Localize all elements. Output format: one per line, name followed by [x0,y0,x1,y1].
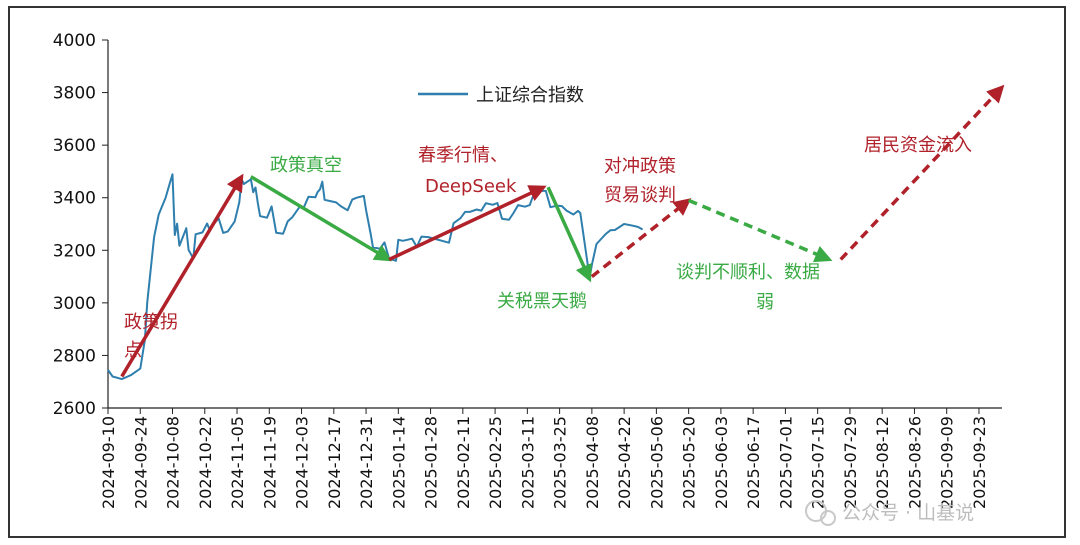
trend-arrow-3 [388,185,547,262]
annotation-a1-line-1: 政策拐 [124,312,178,333]
x-tick-label: 2024-12-03 [293,416,312,509]
x-tick-label: 2024-10-22 [196,416,215,509]
x-tick-label: 2024-09-24 [131,416,150,509]
series-line-shanghai-composite [107,173,644,381]
annotation-a7-line-1: 居民资金流入 [864,135,972,156]
x-tick-label: 2025-09-09 [938,416,957,509]
watermark-text: 公众号 · 山基说 [842,502,974,524]
trend-arrow-7 [839,84,1005,261]
x-tick-label: 2024-12-31 [357,416,376,509]
wechat-icon-small [820,510,836,526]
x-tick-label: 2025-01-28 [422,416,441,509]
y-tick-label: 3000 [53,294,96,314]
x-tick-label: 2025-04-08 [583,416,602,509]
annotation-a3-line-1: 春季行情、 [418,145,508,166]
x-tick-label: 2024-12-17 [325,416,344,509]
x-tick-label: 2025-03-11 [518,416,537,509]
trend-arrow-6 [687,198,833,263]
x-tick-label: 2024-11-19 [260,416,279,509]
annotation-a6-line-2: 弱 [756,292,774,313]
trend-arrow-1 [120,173,244,378]
x-tick-label: 2025-03-25 [551,416,570,509]
annotation-a3-line-2: DeepSeek [425,176,517,197]
annotation-a6-line-1: 谈判不顺利、数据 [676,262,820,283]
legend-label: 上证综合指数 [476,85,584,106]
x-tick-label: 2025-08-12 [873,416,892,509]
y-tick-label: 3800 [53,84,96,104]
annotation-a5-line-1: 关税黑天鹅 [497,291,587,312]
x-tick-label: 2025-04-22 [615,416,634,509]
trend-arrow-4 [546,186,592,283]
x-tick-label: 2025-06-17 [744,416,763,509]
y-tick-label: 2600 [53,399,96,419]
x-tick-label: 2025-05-20 [680,416,699,509]
trend-arrow-2 [249,175,393,262]
watermark: 公众号 · 山基说 [805,500,974,526]
x-tick-label: 2024-09-10 [99,416,118,509]
trend-arrow-5 [590,198,692,278]
x-tick-label: 2025-08-26 [905,416,924,509]
x-tick-label: 2025-07-01 [776,416,795,509]
legend: 上证综合指数 [418,85,584,106]
x-tick-label: 2025-06-03 [712,416,731,509]
x-tick-label: 2025-07-29 [841,416,860,509]
x-tick-label: 2024-10-08 [164,416,183,509]
x-tick-label: 2025-09-23 [970,416,989,509]
x-tick-label: 2025-05-06 [647,416,666,509]
x-tick-label: 2025-02-11 [454,416,473,509]
x-tick-label: 2025-07-15 [809,416,828,509]
annotation-a4-line-1: 对冲政策 [604,156,676,177]
y-tick-label: 3200 [53,241,96,261]
x-tick-label: 2025-01-14 [389,416,408,509]
annotation-a4-line-2: 贸易谈判 [604,185,676,206]
y-tick-label: 3600 [53,136,96,156]
x-tick-label: 2024-11-05 [228,416,247,509]
y-tick-label: 3400 [53,189,96,209]
annotation-a2-line-1: 政策真空 [270,155,342,176]
y-tick-label: 2800 [53,346,96,366]
x-tick-label: 2025-02-25 [486,416,505,509]
annotation-a1-line-2: 点 [124,340,142,361]
y-tick-label: 4000 [53,31,96,51]
